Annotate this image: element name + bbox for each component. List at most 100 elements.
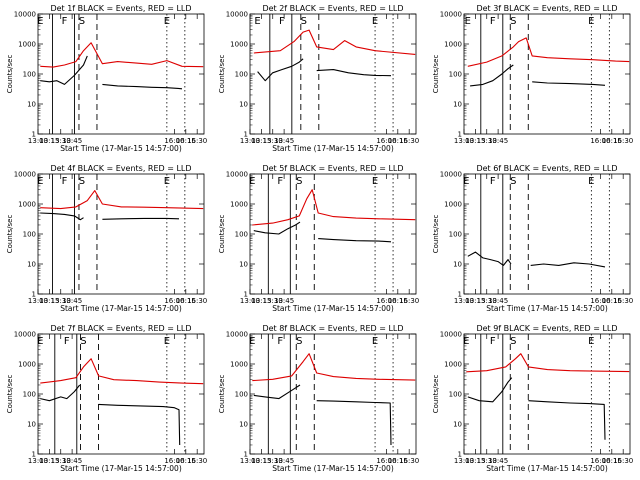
y-axis-label: Counts/sec [432,55,440,94]
x-tick-label: 13:45 [62,137,82,145]
x-tick-label: 13:30 [51,297,71,305]
event-marker-label: S [79,176,85,187]
series-line [316,69,392,77]
y-tick-label: 1000 [444,361,462,369]
y-axis-label: Counts/sec [6,55,14,94]
event-marker-label: E [249,176,255,187]
x-tick-label: 16:30 [187,457,207,465]
y-tick-label: 10000 [14,331,36,339]
event-marker-label: E [37,176,43,187]
series-line [40,212,84,221]
event-marker-label: E [164,336,170,347]
panel-title: Det 4f BLACK = Events, RED = LLD [50,164,191,173]
x-tick-label: 13:15 [465,457,485,465]
y-tick-label: 1 [244,291,248,299]
x-tick-label: 13:45 [274,137,294,145]
x-tick-label: 16:15 [176,297,196,305]
y-tick-label: 100 [235,391,248,399]
det-panel: Det 2f BLACK = Events, RED = LLD 1 10 100 10… [218,4,419,153]
y-tick-label: 10000 [440,11,462,19]
y-tick-label: 1 [32,291,36,299]
series-line [40,358,204,385]
y-tick-label: 10 [27,101,36,109]
x-tick-label: 13:30 [263,297,283,305]
x-tick-label: 13:15 [39,297,59,305]
x-axis-label: Start Time (17-Mar-15 14:57:00) [486,304,608,313]
x-tick-label: 13:00 [454,137,474,145]
event-marker-label: E [37,336,43,347]
series-line [102,217,180,220]
x-tick-label: 16:30 [399,297,419,305]
det-panel: Det 6f BLACK = Events, RED = LLD 1 10 100 10… [432,164,633,313]
x-tick-label: 16:15 [388,137,408,145]
event-marker-label: S [296,336,302,347]
x-tick-label: 16:15 [176,137,196,145]
x-tick-label: 13:30 [263,137,283,145]
x-axis-label: Start Time (17-Mar-15 14:57:00) [60,464,182,473]
series-line [467,37,630,67]
series-line [40,384,81,402]
x-tick-label: 13:00 [28,457,48,465]
x-tick-label: 13:00 [28,137,48,145]
series-line [528,400,606,440]
y-tick-label: 10000 [226,171,248,179]
x-tick-label: 13:00 [240,457,260,465]
y-tick-label: 1000 [18,361,36,369]
x-tick-label: 16:30 [613,137,633,145]
plot-frame [463,173,631,295]
event-marker-label: E [588,16,594,27]
panel-title: Det 6f BLACK = Events, RED = LLD [476,164,617,173]
series-line [253,221,301,235]
x-tick-label: 16:30 [613,457,633,465]
x-tick-label: 13:00 [240,297,260,305]
series-line [252,353,416,382]
series-line [470,64,514,87]
x-tick-label: 16:15 [602,137,622,145]
x-axis-label: Start Time (17-Mar-15 14:57:00) [272,304,394,313]
det-panel: Det 5f BLACK = Events, RED = LLD 1 10 100 10… [218,164,419,313]
x-tick-label: 16:30 [399,457,419,465]
x-tick-label: 13:15 [39,457,59,465]
y-tick-label: 1 [244,131,248,139]
event-marker-label: F [490,336,496,347]
series-line [40,55,88,85]
y-tick-label: 10 [453,421,462,429]
event-marker-label: E [372,336,378,347]
event-marker-label: E [372,16,378,27]
x-tick-label: 16:15 [388,297,408,305]
y-tick-label: 1000 [230,201,248,209]
y-tick-label: 100 [235,71,248,79]
event-marker-label: S [510,176,516,187]
series-line [316,400,392,446]
series-line [532,81,606,86]
plot-frame [37,13,205,135]
det-panel: Det 8f BLACK = Events, RED = LLD 1 10 100 10… [218,324,419,473]
event-marker-label: E [249,336,255,347]
series-line [98,403,181,446]
y-tick-label: 1000 [230,361,248,369]
y-tick-label: 10 [27,421,36,429]
x-tick-label: 16:15 [602,457,622,465]
y-tick-label: 10000 [226,11,248,19]
series-line [102,83,183,90]
y-tick-label: 10 [239,421,248,429]
panel-title: Det 8f BLACK = Events, RED = LLD [262,324,403,333]
y-tick-label: 100 [449,71,462,79]
event-marker-label: E [463,176,469,187]
series-line [40,42,204,68]
x-tick-label: 13:30 [263,457,283,465]
y-tick-label: 1 [244,451,248,459]
x-tick-label: 13:00 [28,297,48,305]
x-tick-label: 13:45 [62,297,82,305]
y-tick-label: 1000 [18,201,36,209]
x-tick-label: 16:30 [187,137,207,145]
det-panel: Det 3f BLACK = Events, RED = LLD 1 10 100 10… [432,4,633,145]
panel-title: Det 7f BLACK = Events, RED = LLD [50,324,191,333]
y-axis-label: Counts/sec [218,55,226,94]
y-tick-label: 100 [23,391,36,399]
x-tick-label: 13:00 [454,457,474,465]
x-tick-label: 16:00 [590,457,610,465]
y-tick-label: 10 [239,261,248,269]
x-tick-label: 16:15 [176,457,196,465]
y-axis-label: Counts/sec [218,375,226,414]
